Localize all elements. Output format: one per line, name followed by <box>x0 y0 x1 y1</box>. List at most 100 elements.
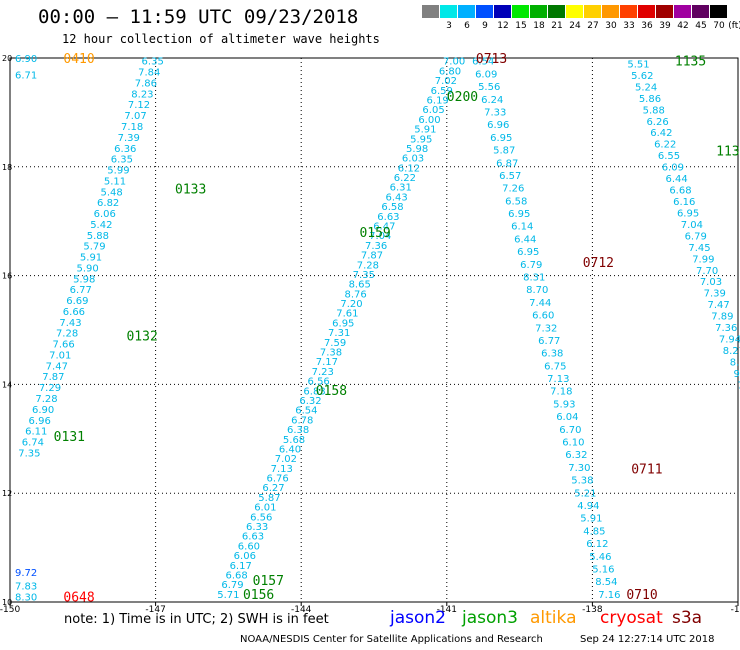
wave-height-value: 6.79 <box>221 580 243 591</box>
wave-height-value: 5.51 <box>627 59 649 70</box>
wave-height-value: 7.20 <box>340 299 362 310</box>
x-tick-label: -141 <box>437 605 457 615</box>
y-tick-label: 16 <box>2 272 12 281</box>
wave-height-value: 7.87 <box>42 372 64 383</box>
wave-height-value: 7.28 <box>35 394 57 405</box>
pass-time-label: 0133 <box>175 183 206 198</box>
wave-height-value: 8.27 <box>723 346 740 357</box>
wave-height-value: 6.58 <box>381 202 403 213</box>
wave-height-value: 6.59 <box>431 86 453 97</box>
wave-height-value: 6.43 <box>386 192 408 203</box>
wave-height-value: 7.66 <box>53 340 75 351</box>
chart-subtitle: 12 hour collection of altimeter wave hei… <box>62 32 380 46</box>
wave-height-value: 5.87 <box>258 493 280 504</box>
wave-height-value: 5.91 <box>414 125 436 136</box>
wave-height-value: 6.04 <box>556 412 578 423</box>
wave-height-value: 5.56 <box>478 82 500 93</box>
wave-height-value: 6.06 <box>234 551 256 562</box>
wave-height-value: 6.95 <box>517 247 539 258</box>
wave-height-value: 6.77 <box>70 285 92 296</box>
wave-height-value: 6.90 <box>32 405 54 416</box>
pass-time-label: 0132 <box>126 329 157 344</box>
scale-unit: (ft) <box>728 21 740 31</box>
scale-swatch <box>548 5 565 18</box>
scale-swatch <box>602 5 619 18</box>
mission-altika: altika <box>530 608 577 628</box>
scale-label: 70 <box>713 21 725 31</box>
wave-height-value: 6.27 <box>262 483 284 494</box>
wave-height-value: 7.47 <box>707 300 729 311</box>
wave-height-value: 6.12 <box>586 539 608 550</box>
wave-height-value: 6.71 <box>15 70 37 81</box>
wave-height-value: 7.04 <box>681 220 703 231</box>
wave-height-value: 8.70 <box>526 285 548 296</box>
pass-time-label: 0131 <box>54 430 85 445</box>
wave-height-value: 8.76 <box>344 289 366 300</box>
wave-height-value: 6.42 <box>650 128 672 139</box>
pass-time-label: 0158 <box>316 384 347 399</box>
wave-height-value: 6.01 <box>254 503 276 514</box>
wave-height-value: 7.32 <box>535 323 557 334</box>
wave-height-value: 6.70 <box>559 425 581 436</box>
wave-height-value: 6.54 <box>472 57 494 68</box>
wave-height-value: 6.63 <box>377 212 399 223</box>
wave-height-value: 7.89 <box>711 312 733 323</box>
wave-height-value: 7.29 <box>39 383 61 394</box>
wave-height-value: 6.40 <box>279 444 301 455</box>
wave-height-value: 8.65 <box>349 280 371 291</box>
wave-height-value: 7.59 <box>324 338 346 349</box>
wave-height-value: 7.03 <box>700 277 722 288</box>
pass-time-label: 0710 <box>626 588 657 603</box>
wave-height-value: 6.82 <box>97 198 119 209</box>
y-tick-label: 18 <box>2 163 12 172</box>
scale-label: 24 <box>569 21 581 31</box>
wave-height-value: 6.10 <box>562 438 584 449</box>
scale-swatch <box>476 5 493 18</box>
wave-height-value: 6.17 <box>230 561 252 572</box>
wave-height-value: 7.35 <box>353 270 375 281</box>
scale-swatch <box>674 5 691 18</box>
wave-height-value: 7.38 <box>320 348 342 359</box>
wave-height-value: 7.28 <box>56 329 78 340</box>
pass-time-label: 0711 <box>631 463 662 478</box>
wave-height-value: 7.84 <box>138 68 160 79</box>
wave-height-value: 7.86 <box>135 78 157 89</box>
wave-height-value: 5.16 <box>592 564 614 575</box>
wave-height-value: 7.4 <box>737 380 740 391</box>
wave-height-value: 9.0 <box>734 369 740 380</box>
pass-time-label: 0410 <box>63 52 94 67</box>
mission-cryosat: cryosat <box>600 608 663 628</box>
wave-height-value: 6.44 <box>666 174 688 185</box>
wave-height-value: 6.96 <box>487 120 509 131</box>
wave-height-value: 7.07 <box>124 111 146 122</box>
wave-height-value: 8.1 <box>730 357 740 368</box>
wave-height-value: 7.02 <box>275 454 297 465</box>
wave-height-value: 7.94 <box>719 335 740 346</box>
scale-label: 36 <box>641 21 653 31</box>
wave-height-value: 6.58 <box>505 196 527 207</box>
pass-time-label: 1136 <box>716 144 740 159</box>
wave-height-value: 6.14 <box>511 222 533 233</box>
credit-text: NOAA/NESDIS Center for Satellite Applica… <box>240 634 543 645</box>
wave-height-value: 8.31 <box>523 273 545 284</box>
wave-height-value: 6.95 <box>332 318 354 329</box>
scale-swatch <box>458 5 475 18</box>
wave-height-value: 6.36 <box>114 144 136 155</box>
scale-label: 21 <box>551 21 563 31</box>
wave-height-value: 7.39 <box>704 289 726 300</box>
wave-height-value: 6.60 <box>532 311 554 322</box>
scale-label: 3 <box>446 21 452 31</box>
x-tick-label: -150 <box>0 605 20 615</box>
scale-label: 30 <box>605 21 617 31</box>
wave-height-value: 6.32 <box>299 396 321 407</box>
scale-label: 45 <box>695 21 707 31</box>
wave-height-value: 8.23 <box>131 89 153 100</box>
wave-height-value: 6.68 <box>225 570 247 581</box>
wave-height-value: 7.18 <box>550 387 572 398</box>
wave-height-value: 5.88 <box>643 105 665 116</box>
wave-height-value: 6.95 <box>508 209 530 220</box>
wave-height-value: 7.23 <box>312 367 334 378</box>
wave-height-value: 6.00 <box>418 115 440 126</box>
wave-height-value: 6.06 <box>94 209 116 220</box>
scale-label: 12 <box>497 21 509 31</box>
